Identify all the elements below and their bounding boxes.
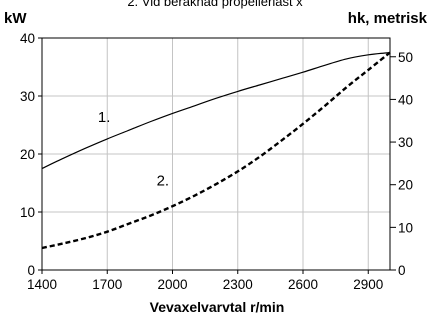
x-tick-label: 1700: [92, 277, 122, 292]
curve-label-1: 1.: [98, 109, 111, 126]
y-left-tick-label: 10: [20, 205, 35, 220]
x-tick-label: 2900: [353, 277, 383, 292]
y-right-tick-label: 20: [398, 178, 413, 193]
y-right-tick-label: 0: [398, 263, 406, 278]
series-line-1: [41, 51, 391, 170]
curve-labels: 1. 2.: [98, 109, 169, 190]
series-group: [41, 51, 391, 250]
y-right-unit-label: hk, metrisk: [348, 10, 428, 27]
y-left-tick-label: 30: [20, 89, 35, 104]
y-left-tick-label: 40: [20, 31, 35, 46]
axis-ticks: 1400 1700 2000 2300 2600 2900 0 10 20 30 40 0 10 20 30…: [20, 31, 413, 292]
chart-top-note: 2. Vid beräknad propellerlast x: [127, 0, 303, 9]
y-left-unit-label: kW: [4, 10, 27, 27]
x-tick-label: 1400: [27, 277, 57, 292]
x-tick-label: 2600: [288, 277, 318, 292]
y-right-tick-label: 10: [398, 220, 413, 235]
curve-label-2: 2.: [157, 172, 170, 189]
y-right-tick-label: 50: [398, 50, 413, 65]
grid-lines: [41, 37, 390, 271]
x-axis-title: Vevaxelvarvtal r/min: [150, 299, 285, 315]
y-right-tick-label: 30: [398, 135, 413, 150]
series-line-2: [41, 51, 391, 250]
x-tick-label: 2000: [157, 277, 187, 292]
y-left-tick-label: 20: [20, 147, 35, 162]
x-tick-label: 2300: [223, 277, 253, 292]
y-left-tick-label: 0: [27, 263, 35, 278]
y-right-tick-label: 40: [398, 92, 413, 107]
